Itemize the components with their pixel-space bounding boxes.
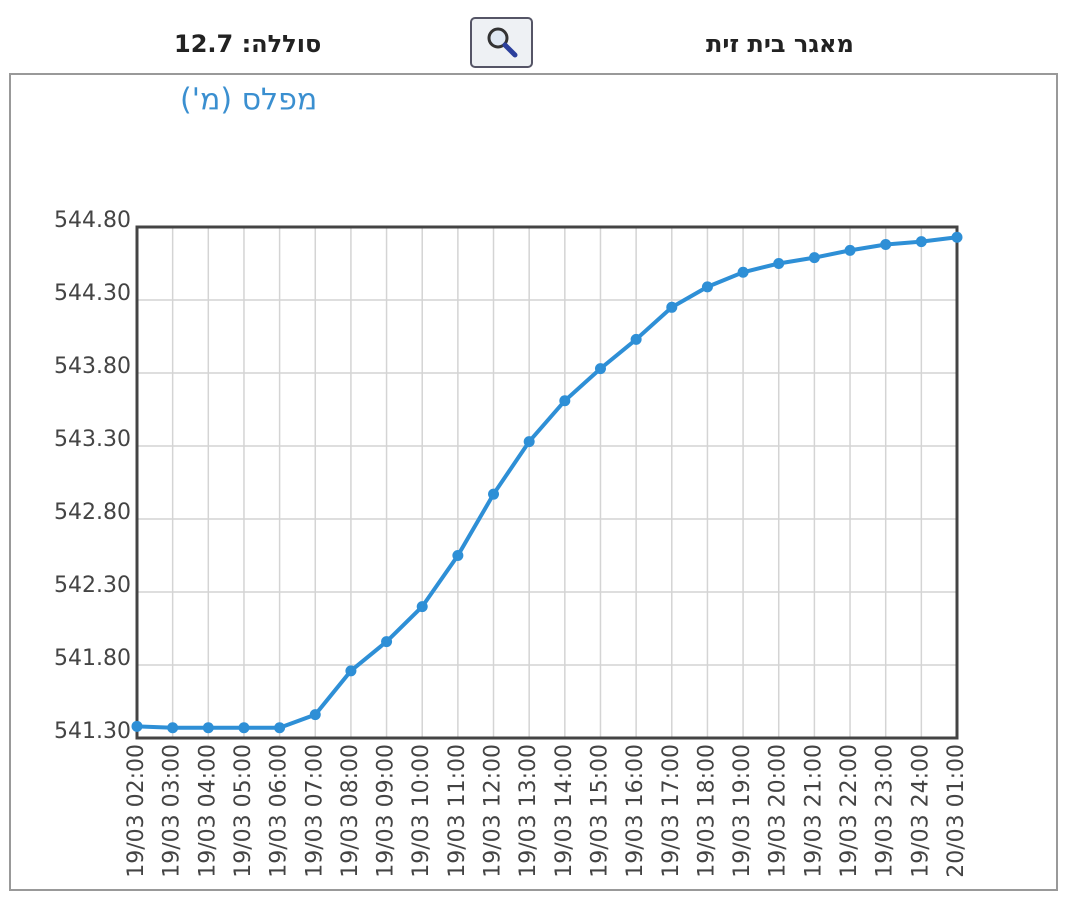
x-tick-label: 19/03 07:00 [302,744,327,878]
x-tick-label: 19/03 21:00 [801,744,826,878]
series-line [136,235,958,730]
x-tick-label: 19/03 03:00 [160,744,185,878]
chart-title: מפלס (מ') [180,83,317,118]
plot: 541.30 541.80 542.30 542.80 543.30 543.80 544.… [54,208,969,878]
x-tick-label: 19/03 22:00 [837,744,862,878]
data-point [594,363,606,375]
y-tick-label: 544.80 [54,208,131,233]
data-point [701,281,713,293]
data-point [737,266,749,278]
x-tick-label: 19/03 12:00 [481,744,506,878]
x-tick-label: 19/03 23:00 [873,744,898,878]
x-tick-label: 19/03 20:00 [766,744,791,878]
data-point [238,722,250,734]
x-tick-label: 19/03 09:00 [374,744,399,878]
y-tick-label: 543.30 [54,427,131,452]
data-point [452,550,464,561]
x-tick-label: 19/03 06:00 [267,744,292,878]
x-tick-label: 19/03 10:00 [409,744,434,878]
x-tick-label: 19/03 14:00 [552,744,577,878]
data-point [274,722,286,734]
y-tick-label: 542.80 [54,500,131,525]
data-point [559,395,571,407]
x-tick-label: 19/03 02:00 [124,744,149,878]
data-point [951,231,963,243]
x-tick-label: 19/03 17:00 [659,744,684,878]
data-point [488,488,500,500]
y-tick-label: 541.30 [54,719,131,744]
data-point [808,252,820,264]
x-tick-label: 19/03 05:00 [231,744,256,878]
x-tick-label: 19/03 24:00 [908,744,933,878]
search-button[interactable] [470,17,533,68]
data-point [381,636,393,648]
data-point [167,722,179,734]
data-point [416,601,428,613]
x-tick-label: 19/03 16:00 [623,744,648,878]
y-tick-label: 542.30 [54,573,131,598]
data-point [773,258,785,269]
data-point [523,436,535,448]
x-tick-label: 19/03 11:00 [445,744,470,878]
data-point [131,720,143,732]
data-point [915,236,927,248]
y-tick-label: 543.80 [54,354,131,379]
data-point [202,722,214,734]
chart-frame [9,73,1058,891]
x-tick-label: 19/03 15:00 [587,744,612,878]
x-tick-label: 19/03 04:00 [195,744,220,878]
plot-border [135,225,959,740]
x-tick-label: 19/03 18:00 [694,744,719,878]
y-tick-label: 541.80 [54,646,131,671]
data-point [880,239,892,251]
station-title: מאגר בית זית [706,30,854,58]
x-tick-label: 19/03 08:00 [338,744,363,878]
data-point [666,301,678,313]
x-tick-label: 19/03 19:00 [730,744,755,878]
data-point [309,709,321,721]
data-point [844,244,856,256]
data-point [630,333,642,345]
data-point [345,665,357,677]
x-tick-label: 19/03 13:00 [516,744,541,878]
battery-label: סוללה: 12.7 [174,30,321,58]
y-tick-label: 544.30 [54,281,131,306]
x-tick-label: 20/03 01:00 [944,744,969,878]
